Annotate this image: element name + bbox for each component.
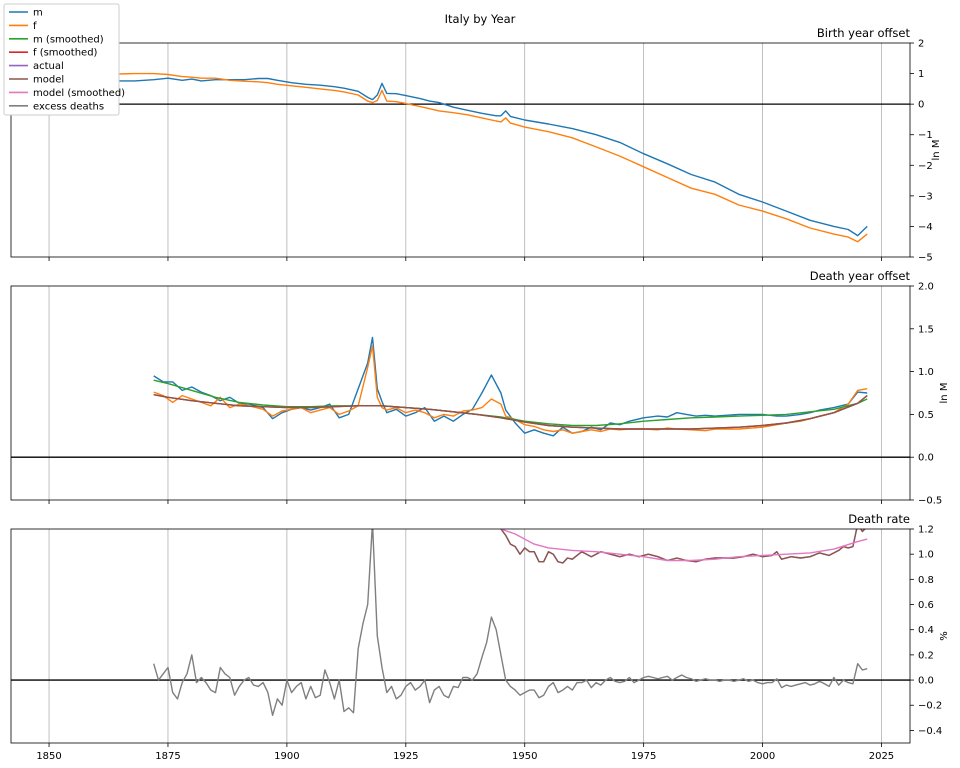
series-m [153,336,868,437]
ytick-label: −2 [918,161,933,172]
axes-frame [10,42,911,258]
legend-label: f (smoothed) [33,48,98,59]
ytick-label: 1.0 [918,550,934,561]
xtick-label: 1950 [512,751,537,762]
death-rate-panel: Death rate % 1.2 1.0 0.8 0.6 0.4 0.2 0.0 −0.2 −0… [10,512,950,762]
legend-frame [3,3,120,116]
ytick-label: 1.5 [918,324,934,335]
xtick-label: 1850 [36,751,61,762]
ylabel-death-rate: % [939,631,950,641]
ytick-label: 1.2 [918,525,934,536]
legend-label: m (smoothed) [33,34,104,45]
ylabel-birth-year-offset: ln M [931,140,942,161]
series-m [11,77,868,237]
xtick-label: 2000 [750,751,775,762]
xtick-label: 2025 [869,751,894,762]
axes-frame [10,285,911,501]
series-model [500,529,866,564]
legend-label: excess deaths [33,101,104,112]
ylabel-death-year-offset: ln M [939,383,950,404]
ytick-label: 0.0 [918,453,934,464]
series-excess-deaths [153,529,868,716]
ytick-label: 0.2 [918,650,934,661]
xtick-label: 1925 [393,751,418,762]
ytick-label: 2 [918,39,924,50]
ytick-label: 1.0 [918,367,934,378]
figure-title: Italy by Year [445,12,516,26]
legend-label: model (smoothed) [33,88,125,99]
ytick-label: −0.5 [918,496,942,507]
panel-title-death-rate: Death rate [848,512,910,526]
series-f [11,72,868,243]
series-m-smoothed [153,379,868,427]
ytick-label: 0.5 [918,410,934,421]
ytick-label: −0.2 [918,701,942,712]
ytick-label: 0.8 [918,575,934,586]
ytick-label: 2.0 [918,282,934,293]
birth-year-offset-panel: Birth year offset ln M 2 1 0 −1 −2 −3 −4 −5 [10,26,942,264]
legend-label: model [33,75,64,86]
ytick-label: −1 [918,130,933,141]
series-model-smoothed [500,529,868,562]
legend: mf m (smoothed) f (smoothed) actual model mod… [3,3,125,116]
panel-title-birth-year-offset: Birth year offset [817,26,911,40]
ytick-label: 0.6 [918,600,934,611]
ytick-label: 1 [918,69,924,80]
death-year-offset-panel: Death year offset ln M 2.0 1.5 1.0 0.5 0.0 −0… [10,269,950,507]
xtick-label: 1975 [631,751,656,762]
xtick-label: 1875 [155,751,180,762]
panel-title-death-year-offset: Death year offset [810,269,911,283]
ytick-label: −5 [918,253,933,264]
legend-label: f [33,21,37,32]
axes-frame [10,528,911,744]
ytick-label: 0.0 [918,676,934,687]
series-model [153,394,868,430]
ytick-label: −3 [918,191,933,202]
ytick-label: 0 [918,100,924,111]
series-f [153,345,868,434]
legend-label: m [33,8,43,19]
ytick-label: −4 [918,222,933,233]
xtick-label: 1900 [274,751,299,762]
ytick-label: 0.4 [918,625,934,636]
series-f-smoothed [153,394,868,430]
legend-label: actual [33,61,64,72]
ytick-label: −0.4 [918,726,942,737]
